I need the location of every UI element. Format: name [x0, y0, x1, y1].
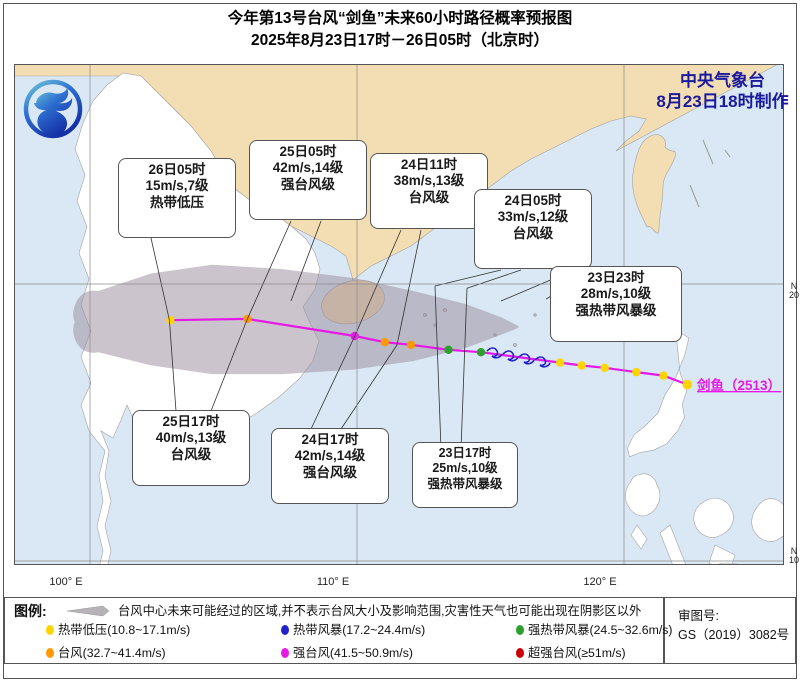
- svg-text:剑鱼（2513）: 剑鱼（2513）: [696, 377, 781, 393]
